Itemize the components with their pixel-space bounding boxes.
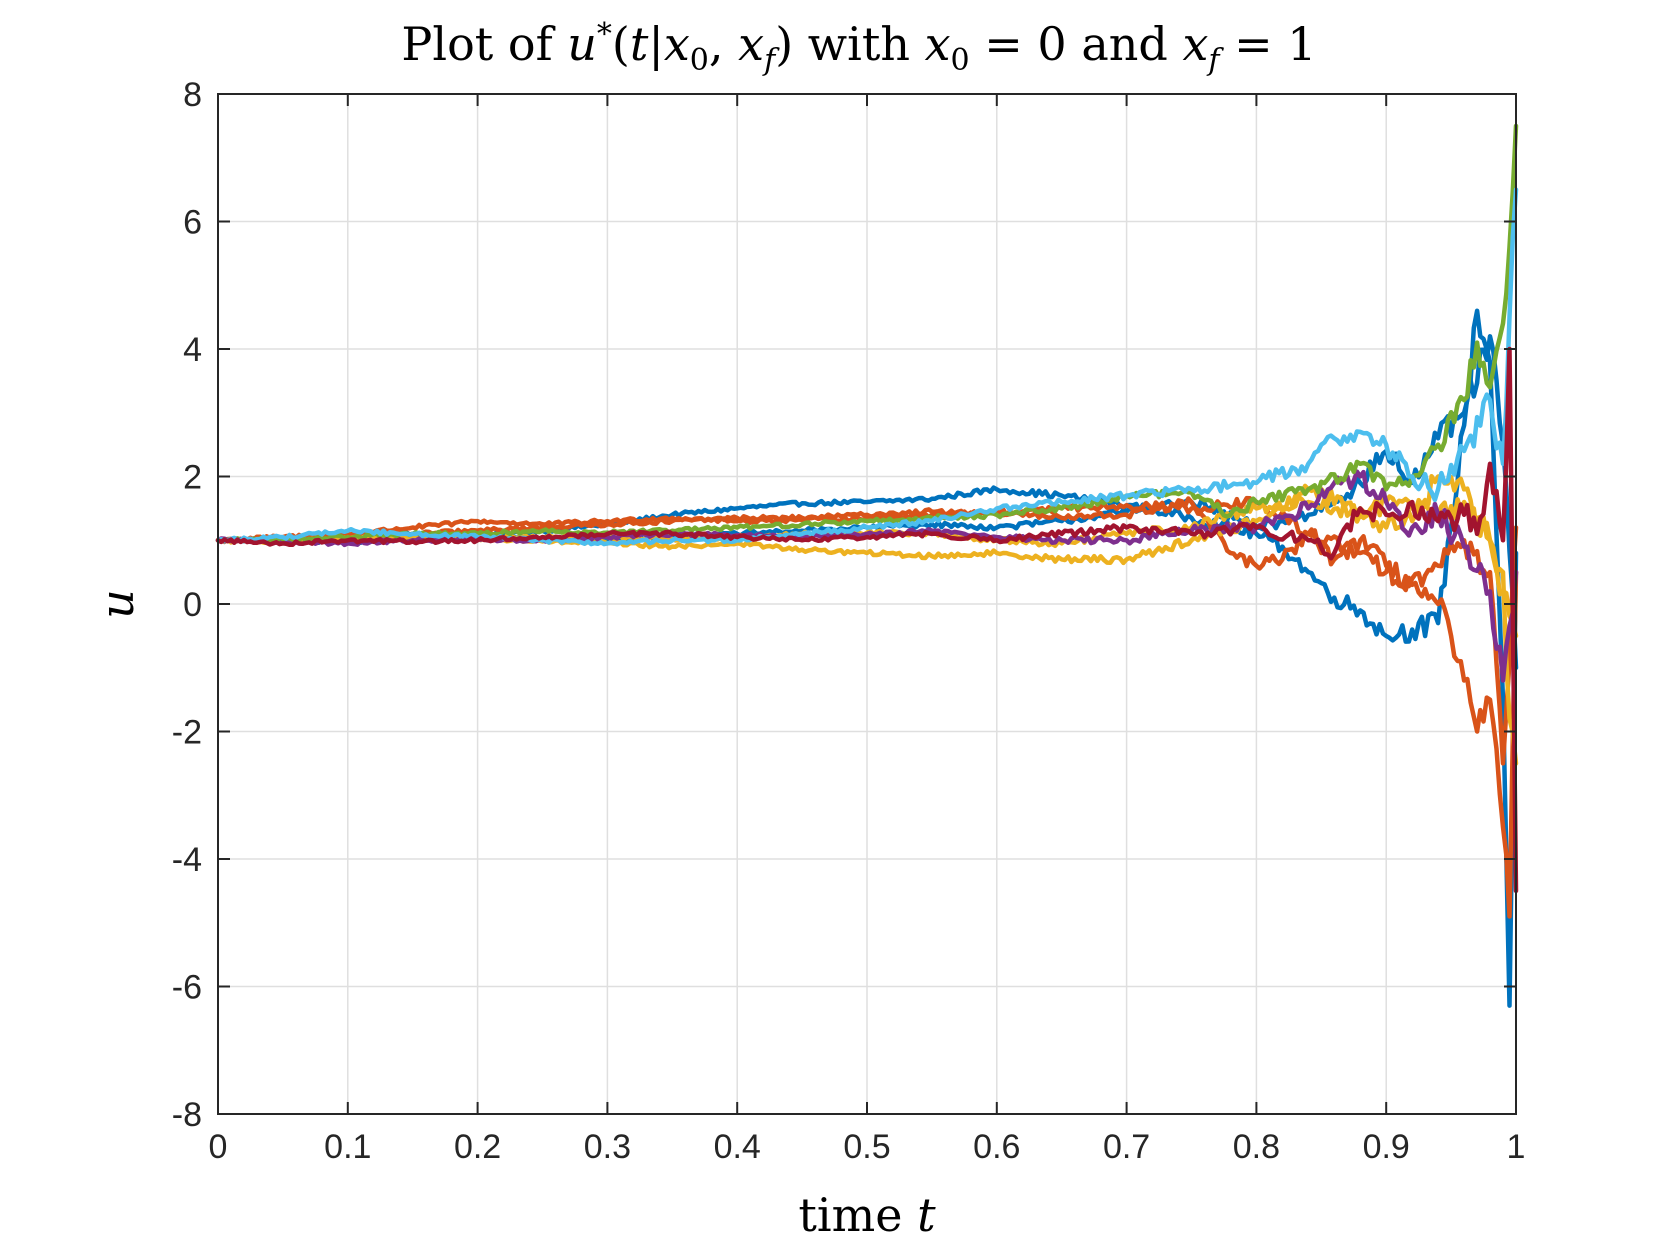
y-tick-label: 6 <box>183 204 202 242</box>
x-tick-labels: 0 0.1 0.2 0.3 0.4 0.5 0.6 0.7 0.8 0.9 1 <box>209 1128 1526 1166</box>
y-tick-label: 4 <box>183 331 202 369</box>
y-tick-labels: -8 -6 -4 -2 0 2 4 6 8 <box>172 76 202 1134</box>
x-tick-label: 1 <box>1507 1128 1526 1166</box>
series-layer <box>215 123 1519 1008</box>
x-tick-label: 0.7 <box>1103 1128 1150 1166</box>
x-tick-label: 0.9 <box>1363 1128 1410 1166</box>
x-tick-label: 0.5 <box>843 1128 890 1166</box>
x-tick-label: 0.4 <box>714 1128 761 1166</box>
y-tick-label: 8 <box>183 76 202 114</box>
x-axis-label: time t <box>798 1188 936 1242</box>
y-tick-label: -2 <box>172 714 202 752</box>
x-tick-label: 0.3 <box>584 1128 631 1166</box>
y-axis-label: u <box>90 589 144 619</box>
series-line-path-10 <box>215 346 1519 894</box>
y-tick-label: -6 <box>172 969 202 1007</box>
grid <box>218 94 1516 1114</box>
x-tick-label: 0.6 <box>973 1128 1020 1166</box>
ticks <box>217 93 1517 1115</box>
y-tick-label: -8 <box>172 1096 202 1134</box>
y-tick-label: -4 <box>172 841 202 879</box>
x-tick-label: 0.1 <box>324 1128 371 1166</box>
chart-title: Plot of u*(t|x0, xf) with x0 = 0 and xf … <box>401 17 1316 78</box>
x-tick-label: 0.8 <box>1233 1128 1280 1166</box>
y-tick-label: 0 <box>183 586 202 624</box>
series-line-path-9 <box>215 187 1519 547</box>
x-tick-label: 0.2 <box>454 1128 501 1166</box>
x-tick-label: 0 <box>209 1128 228 1166</box>
y-tick-label: 2 <box>183 459 202 497</box>
